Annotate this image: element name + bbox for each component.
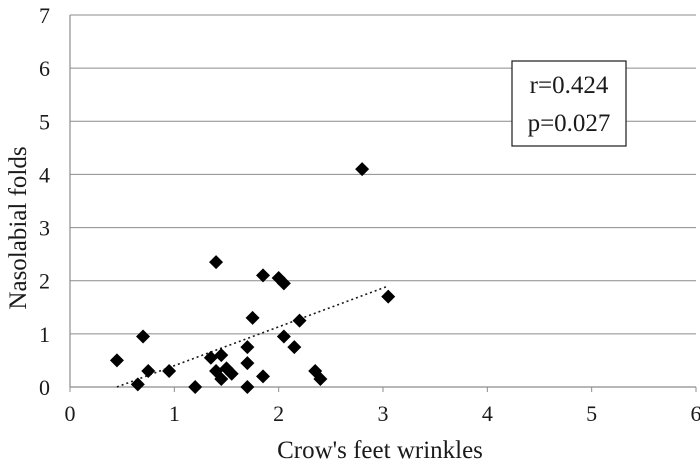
- y-tick-label: 4: [39, 162, 50, 187]
- y-tick-label: 0: [39, 375, 50, 400]
- x-tick-label: 0: [65, 401, 76, 426]
- data-point-23: [287, 340, 301, 354]
- data-point-16: [240, 380, 254, 394]
- trendline: [117, 286, 388, 387]
- x-tick-labels: 0 1 2 3 4 5 6: [65, 401, 700, 426]
- x-tick-label: 5: [586, 401, 597, 426]
- data-point-2: [131, 377, 145, 391]
- x-axis-title: Crow's feet wrinkles: [277, 437, 483, 464]
- data-point-17: [246, 311, 260, 325]
- y-tick-label: 2: [39, 269, 50, 294]
- data-point-7: [204, 351, 218, 365]
- data-point-8: [209, 255, 223, 269]
- y-tick-labels: 0 1 2 3 4 5 6 7: [39, 3, 50, 400]
- stat-annotation: r=0.424 p=0.027: [512, 61, 626, 146]
- data-point-28: [381, 290, 395, 304]
- y-tick-label: 3: [39, 216, 50, 241]
- y-tick-label: 1: [39, 322, 50, 347]
- data-points: [110, 162, 395, 394]
- x-tick-label: 4: [482, 401, 493, 426]
- x-tick-label: 3: [378, 401, 389, 426]
- data-point-1: [110, 353, 124, 367]
- data-point-6: [188, 380, 202, 394]
- y-tick-label: 5: [39, 109, 50, 134]
- data-point-22: [277, 330, 291, 344]
- data-point-4: [141, 364, 155, 378]
- data-point-19: [256, 369, 270, 383]
- data-point-24: [293, 314, 307, 328]
- data-point-15: [240, 356, 254, 370]
- y-tick-label: 7: [39, 3, 50, 28]
- y-tick-label: 6: [39, 56, 50, 81]
- stat-p: p=0.027: [528, 110, 611, 137]
- trendline-group: [117, 286, 388, 387]
- x-tick-label: 2: [273, 401, 284, 426]
- stat-r: r=0.424: [530, 72, 609, 99]
- data-point-3: [136, 330, 150, 344]
- x-tick-label: 1: [169, 401, 180, 426]
- x-tick-label: 6: [691, 401, 700, 426]
- data-point-14: [240, 340, 254, 354]
- y-axis-title: Nasolabial folds: [5, 146, 32, 309]
